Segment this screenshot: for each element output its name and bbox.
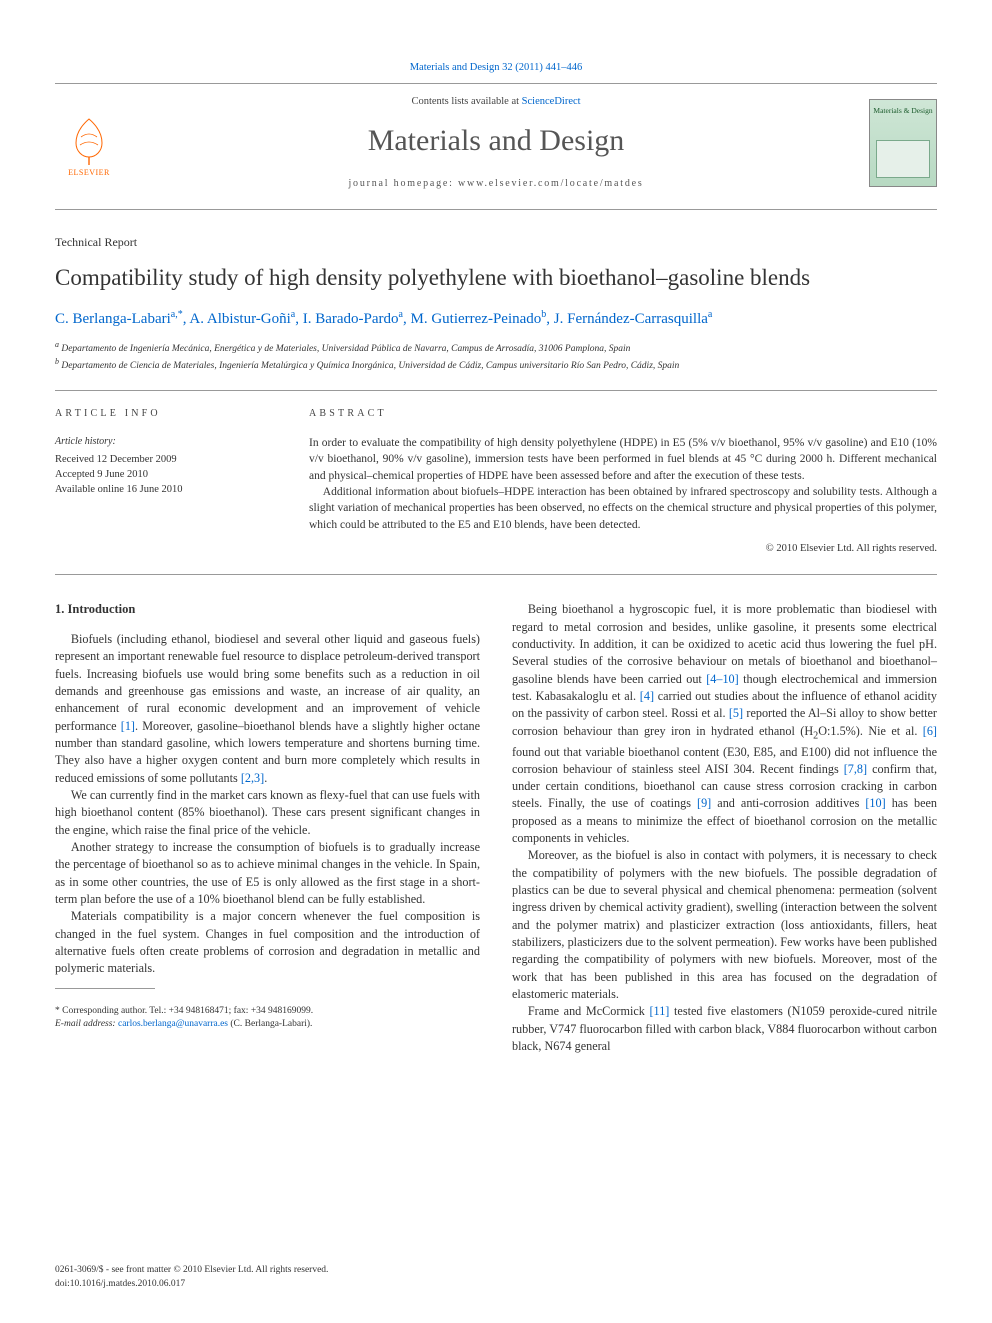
ref-link[interactable]: [6] — [923, 724, 937, 738]
article-info: ARTICLE INFO Article history: Received 1… — [55, 407, 265, 557]
history-received: Received 12 December 2009 — [55, 452, 265, 467]
abstract-p2: Additional information about biofuels–HD… — [309, 484, 937, 533]
bottom-meta: 0261-3069/$ - see front matter © 2010 El… — [55, 1264, 328, 1291]
body-paragraph: Biofuels (including ethanol, biodiesel a… — [55, 631, 480, 787]
abstract-heading: ABSTRACT — [309, 407, 937, 422]
ref-link[interactable]: [5] — [729, 706, 743, 720]
sciencedirect-link[interactable]: ScienceDirect — [522, 96, 581, 107]
body-paragraph: Materials compatibility is a major conce… — [55, 908, 480, 977]
affiliation-b: b Departamento de Ciencia de Materiales,… — [55, 356, 937, 373]
cover-art-placeholder — [876, 140, 930, 178]
issn-line: 0261-3069/$ - see front matter © 2010 El… — [55, 1264, 328, 1277]
article-info-heading: ARTICLE INFO — [55, 407, 265, 422]
authors-line: C. Berlanga-Labaria,*, A. Albistur-Goñia… — [55, 307, 937, 331]
ref-link[interactable]: [4] — [640, 689, 654, 703]
corresponding-email[interactable]: carlos.berlanga@unavarra.es — [118, 1019, 228, 1029]
journal-header: ELSEVIER Contents lists available at Sci… — [55, 83, 937, 210]
journal-cover-thumbnail: Materials & Design — [869, 99, 937, 187]
affiliation-b-text: Departamento de Ciencia de Materiales, I… — [61, 361, 679, 371]
tree-icon — [64, 115, 114, 167]
affiliations: a Departamento de Ingeniería Mecánica, E… — [55, 339, 937, 374]
ref-link[interactable]: [4–10] — [706, 672, 739, 686]
abstract: ABSTRACT In order to evaluate the compat… — [309, 407, 937, 557]
history-online: Available online 16 June 2010 — [55, 482, 265, 497]
left-column: 1. Introduction Biofuels (including etha… — [55, 601, 480, 1055]
meta-block: ARTICLE INFO Article history: Received 1… — [55, 390, 937, 576]
email-paren: (C. Berlanga-Labari). — [230, 1019, 312, 1029]
journal-name: Materials and Design — [123, 119, 869, 163]
body-paragraph: Another strategy to increase the consump… — [55, 839, 480, 908]
ref-link[interactable]: [1] — [121, 719, 135, 733]
ref-link[interactable]: [7,8] — [844, 762, 867, 776]
article-type: Technical Report — [55, 234, 937, 251]
abstract-copyright: © 2010 Elsevier Ltd. All rights reserved… — [309, 541, 937, 556]
citation-line: Materials and Design 32 (2011) 441–446 — [55, 60, 937, 75]
footnote-rule — [55, 988, 155, 989]
affiliation-a: a Departamento de Ingeniería Mecánica, E… — [55, 339, 937, 356]
ref-link[interactable]: [2,3] — [241, 771, 264, 785]
body-paragraph: Frame and McCormick [11] tested five ela… — [512, 1003, 937, 1055]
body-paragraph: Being bioethanol a hygroscopic fuel, it … — [512, 601, 937, 847]
journal-homepage[interactable]: journal homepage: www.elsevier.com/locat… — [123, 177, 869, 192]
body-paragraph: We can currently find in the market cars… — [55, 787, 480, 839]
history-label: Article history: — [55, 435, 265, 450]
ref-link[interactable]: [11] — [650, 1004, 670, 1018]
history-accepted: Accepted 9 June 2010 — [55, 467, 265, 482]
cover-title: Materials & Design — [872, 106, 934, 117]
contents-line: Contents lists available at ScienceDirec… — [123, 94, 869, 109]
ref-link[interactable]: [10] — [865, 796, 885, 810]
elsevier-logo: ELSEVIER — [55, 107, 123, 179]
abstract-p1: In order to evaluate the compatibility o… — [309, 435, 937, 484]
elsevier-label: ELSEVIER — [68, 167, 110, 179]
corresponding-footnote: * Corresponding author. Tel.: +34 948168… — [55, 1005, 480, 1033]
ref-link[interactable]: [9] — [697, 796, 711, 810]
email-label: E-mail address: — [55, 1019, 116, 1029]
body-columns: 1. Introduction Biofuels (including etha… — [55, 601, 937, 1055]
right-column: Being bioethanol a hygroscopic fuel, it … — [512, 601, 937, 1055]
doi-line: doi:10.1016/j.matdes.2010.06.017 — [55, 1278, 328, 1291]
intro-heading: 1. Introduction — [55, 601, 480, 619]
contents-prefix: Contents lists available at — [411, 96, 521, 107]
corresponding-line: * Corresponding author. Tel.: +34 948168… — [55, 1005, 480, 1019]
article-title: Compatibility study of high density poly… — [55, 264, 937, 293]
affiliation-a-text: Departamento de Ingeniería Mecánica, Ene… — [61, 344, 630, 354]
body-paragraph: Moreover, as the biofuel is also in cont… — [512, 847, 937, 1003]
